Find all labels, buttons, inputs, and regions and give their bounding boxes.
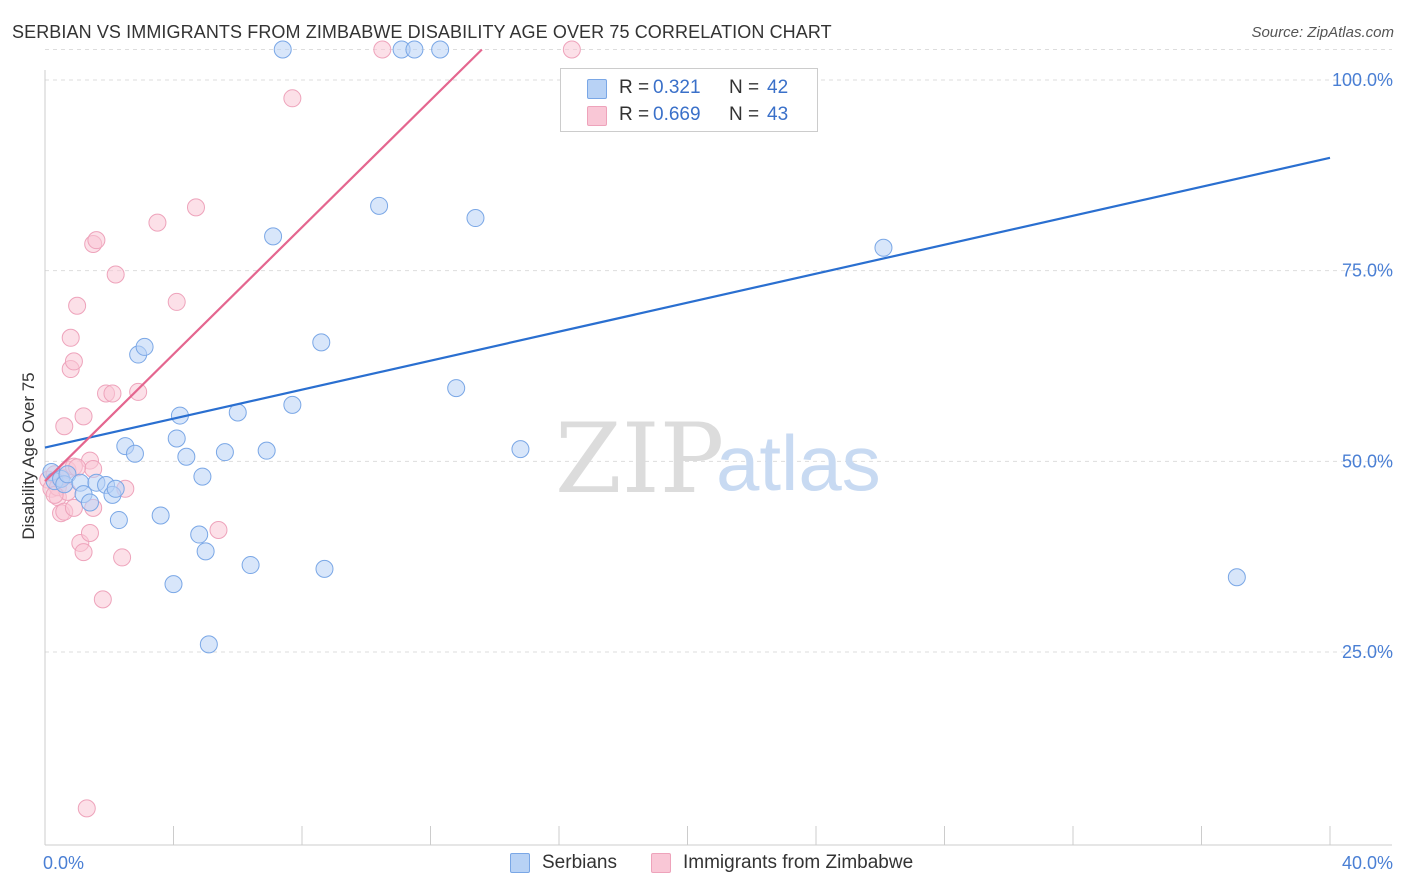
serbians-point	[511, 440, 530, 459]
serbians-point	[190, 525, 209, 544]
serbians-point	[241, 556, 260, 575]
y-tick-label-50: 50.0%	[1342, 451, 1393, 471]
correlation-legend: R = 0.321 N = 42 R = 0.669 N = 43	[560, 68, 818, 132]
serbians-point	[151, 506, 170, 525]
zimbabwe-point	[113, 548, 132, 567]
chart-title: SERBIAN VS IMMIGRANTS FROM ZIMBABWE DISA…	[12, 22, 832, 42]
serbians-point	[466, 209, 485, 228]
serbians-point	[431, 40, 450, 59]
serbians-point	[199, 635, 218, 654]
axes	[44, 70, 1392, 846]
serbians-trend-line	[44, 156, 1331, 449]
zimbabwe-point	[77, 799, 96, 818]
zimbabwe-point	[93, 590, 112, 609]
zimbabwe-point	[61, 328, 80, 347]
serbians-point	[177, 447, 196, 466]
serbians-n-value: 42	[767, 77, 789, 98]
serbians-point	[80, 493, 99, 512]
serbians-point	[164, 575, 183, 594]
gridlines	[45, 48, 1392, 653]
zimbabwe-point	[55, 417, 74, 436]
watermark-atlas: atlas	[716, 419, 881, 507]
zimbabwe-point	[103, 384, 122, 403]
zimbabwe-point	[74, 407, 93, 426]
bottom-zimbabwe-swatch	[651, 853, 671, 873]
zimbabwe-point	[129, 382, 148, 401]
bottom-zimbabwe-label: Immigrants from Zimbabwe	[683, 852, 914, 873]
source-credit: Source: ZipAtlas.com	[1251, 24, 1394, 41]
x-tick-label-max: 40.0%	[1342, 853, 1393, 873]
serbians-point	[447, 379, 466, 398]
serbians-point	[874, 238, 893, 257]
serbians-n-label: N =	[729, 77, 760, 98]
zimbabwe-point	[64, 352, 83, 371]
serbians-point	[405, 40, 424, 59]
zimbabwe-n-label: N =	[729, 104, 760, 125]
zimbabwe-r-label: R =	[619, 104, 650, 125]
serbians-swatch	[587, 79, 607, 99]
serbians-point	[106, 479, 125, 498]
serbians-point	[58, 465, 77, 484]
zimbabwe-point	[167, 292, 186, 311]
serbians-point	[312, 333, 331, 352]
serbians-point	[125, 444, 144, 463]
zimbabwe-point	[80, 524, 99, 543]
watermark-zip: ZIP	[555, 403, 724, 515]
serbians-point	[167, 429, 186, 448]
y-tick-label-25: 25.0%	[1342, 642, 1393, 662]
zimbabwe-point	[106, 265, 125, 284]
serbians-points	[42, 40, 1246, 654]
bottom-serbians-label: Serbians	[542, 852, 617, 873]
zimbabwe-n-value: 43	[767, 104, 789, 125]
serbians-point	[135, 337, 154, 356]
y-tick-label-100: 100.0%	[1332, 70, 1393, 90]
bottom-serbians-swatch	[510, 853, 530, 873]
serbians-r-label: R =	[619, 77, 650, 98]
zimbabwe-point	[209, 520, 228, 539]
y-tick-labels: 25.0% 50.0% 75.0% 100.0%	[1332, 70, 1393, 662]
serbians-point	[1227, 568, 1246, 587]
zimbabwe-point	[148, 213, 167, 232]
trend-lines	[44, 48, 1331, 482]
zimbabwe-point	[64, 498, 83, 517]
serbians-point	[196, 542, 215, 561]
serbians-point	[109, 511, 128, 530]
serbians-point	[283, 395, 302, 414]
serbians-point	[264, 227, 283, 246]
zimbabwe-point	[87, 231, 106, 250]
y-tick-label-75: 75.0%	[1342, 261, 1393, 281]
zimbabwe-point	[74, 543, 93, 562]
zimbabwe-point	[68, 296, 87, 315]
zimbabwe-point	[186, 198, 205, 217]
x-tick-label-min: 0.0%	[43, 853, 84, 873]
serbians-point	[273, 40, 292, 59]
x-tick-labels: 0.0% 40.0%	[43, 853, 1393, 873]
serbians-point	[315, 559, 334, 578]
zimbabwe-point	[283, 89, 302, 108]
zimbabwe-point	[562, 40, 581, 59]
zimbabwe-swatch	[587, 106, 607, 126]
zimbabwe-point	[373, 40, 392, 59]
zimbabwe-trend-line	[44, 48, 483, 482]
y-axis-title: Disability Age Over 75	[19, 372, 38, 539]
serbians-point	[257, 441, 276, 460]
zimbabwe-points	[39, 40, 581, 818]
serbians-point	[370, 196, 389, 215]
zimbabwe-r-value: 0.669	[653, 104, 701, 125]
serbians-r-value: 0.321	[653, 77, 701, 98]
serbians-point	[215, 443, 234, 462]
serbians-point	[193, 467, 212, 486]
